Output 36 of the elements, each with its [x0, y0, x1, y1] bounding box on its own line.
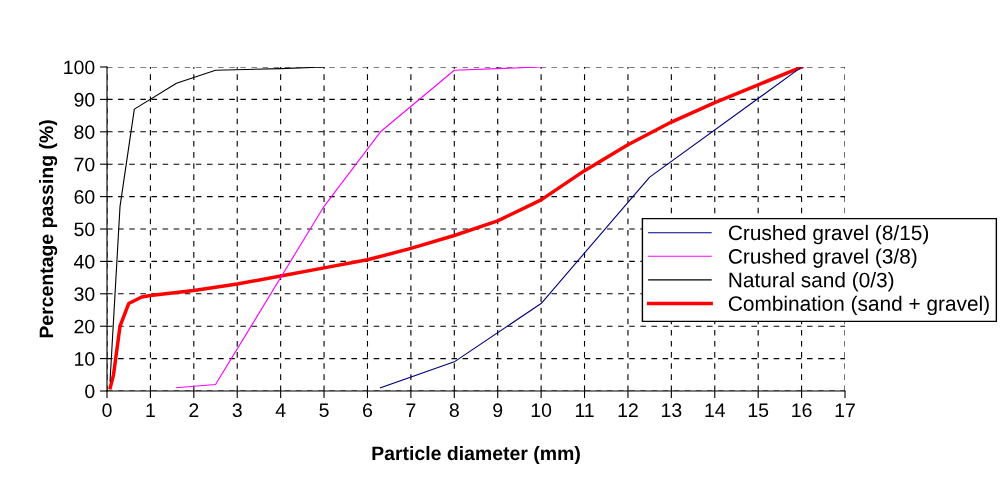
y-tick-label: 10 [75, 352, 95, 366]
y-tick-label: 40 [74, 254, 95, 269]
x-tick-label: 12 [618, 403, 638, 417]
legend-label: Natural sand (0/3) [729, 272, 894, 292]
x-tick-label: 7 [406, 403, 416, 417]
y-axis-title: Percentage passing (%) [38, 120, 58, 338]
y-tick-label: 90 [74, 92, 95, 107]
x-tick-label: 17 [835, 403, 855, 417]
legend-label: Crushed gravel (8/15) [728, 224, 929, 245]
x-tick-label: 15 [748, 403, 769, 418]
x-tick-label: 13 [662, 403, 682, 418]
x-tick-label: 0 [102, 403, 112, 418]
x-tick-label: 1 [146, 403, 155, 417]
y-tick-label: 30 [74, 287, 95, 302]
x-tick-label: 8 [449, 403, 459, 418]
legend-label: Combination (sand + gravel) [728, 295, 989, 316]
x-tick-label: 14 [705, 403, 726, 417]
x-tick-label: 5 [319, 403, 329, 418]
line-series [175, 67, 542, 389]
x-tick-label: 4 [275, 403, 286, 417]
x-tick-label: 2 [189, 403, 199, 417]
x-tick-label: 16 [792, 403, 812, 418]
y-tick-label: 60 [74, 190, 95, 204]
y-tick-label: 0 [85, 384, 95, 399]
x-axis-title: Particle diameter (mm) [372, 445, 580, 465]
y-tick-label: 80 [74, 125, 95, 140]
x-tick-label: 6 [363, 403, 373, 418]
x-tick-label: 9 [493, 403, 503, 418]
y-tick-label: 20 [74, 319, 95, 334]
x-tick-label: 3 [232, 403, 242, 418]
x-tick-label: 11 [575, 403, 594, 417]
x-tick-label: 10 [531, 403, 552, 418]
legend-label: Crushed gravel (3/8) [728, 248, 917, 268]
y-tick-label: 50 [74, 222, 95, 237]
y-tick-label: 70 [74, 157, 95, 172]
y-tick-label: 100 [64, 60, 95, 75]
